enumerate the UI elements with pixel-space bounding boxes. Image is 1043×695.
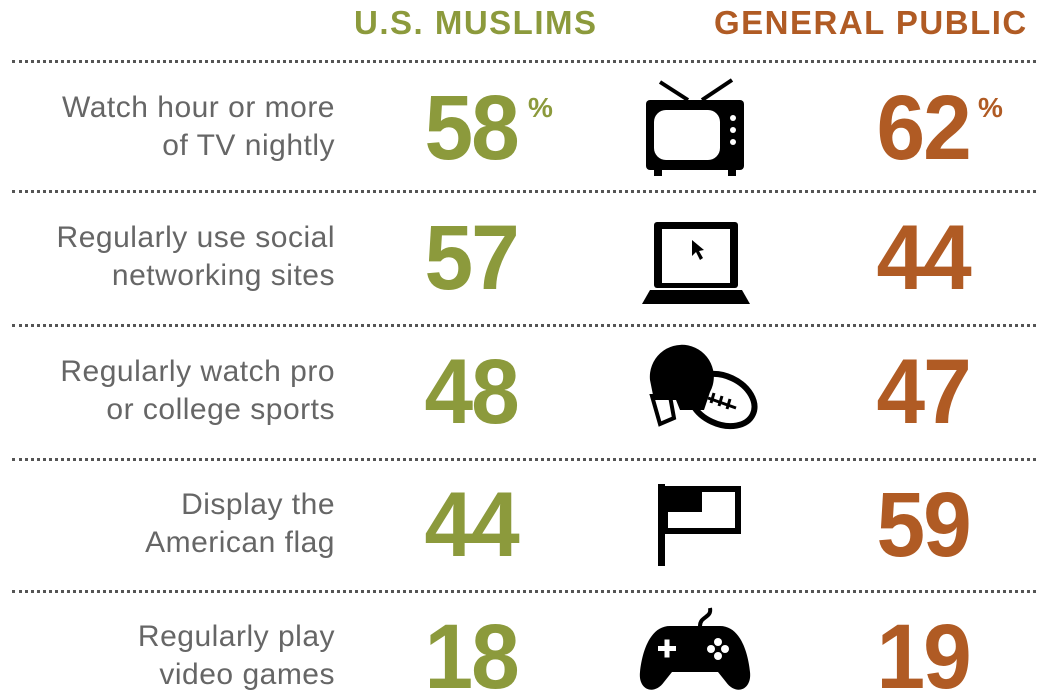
- flag-icon: [658, 484, 741, 566]
- row-label: video games: [159, 658, 335, 691]
- muslims-value: 57: [424, 207, 519, 309]
- row-label: Regularly play: [137, 620, 335, 653]
- row-label: Regularly use social: [56, 221, 335, 254]
- muslims-value: 58: [424, 77, 519, 179]
- sports-icon: [649, 344, 758, 430]
- row-label: or college sports: [106, 393, 335, 426]
- divider: [12, 458, 1036, 461]
- unit-sign: %: [978, 92, 1003, 123]
- row-label: of TV nightly: [162, 129, 335, 162]
- row-label: Display the: [181, 488, 335, 521]
- tv-icon: [646, 78, 744, 176]
- row-label: Regularly watch pro: [60, 355, 335, 388]
- public-value: 44: [876, 207, 971, 309]
- divider: [12, 590, 1036, 593]
- divider: [12, 60, 1036, 63]
- column-header: GENERAL PUBLIC: [714, 4, 1028, 41]
- gamepad-icon: [639, 607, 751, 690]
- laptop-icon: [642, 222, 750, 304]
- column-header: U.S. MUSLIMS: [354, 4, 598, 41]
- divider: [12, 324, 1036, 327]
- muslims-value: 18: [424, 606, 519, 695]
- unit-sign: %: [528, 92, 553, 123]
- public-value: 19: [876, 606, 971, 695]
- row-label: Watch hour or more: [62, 91, 335, 124]
- public-value: 47: [876, 341, 971, 443]
- row-label: American flag: [145, 526, 335, 559]
- muslims-value: 44: [424, 474, 519, 576]
- public-value: 59: [876, 474, 971, 576]
- muslims-value: 48: [424, 341, 519, 443]
- divider: [12, 190, 1036, 193]
- public-value: 62: [876, 77, 971, 179]
- row-label: networking sites: [111, 259, 335, 292]
